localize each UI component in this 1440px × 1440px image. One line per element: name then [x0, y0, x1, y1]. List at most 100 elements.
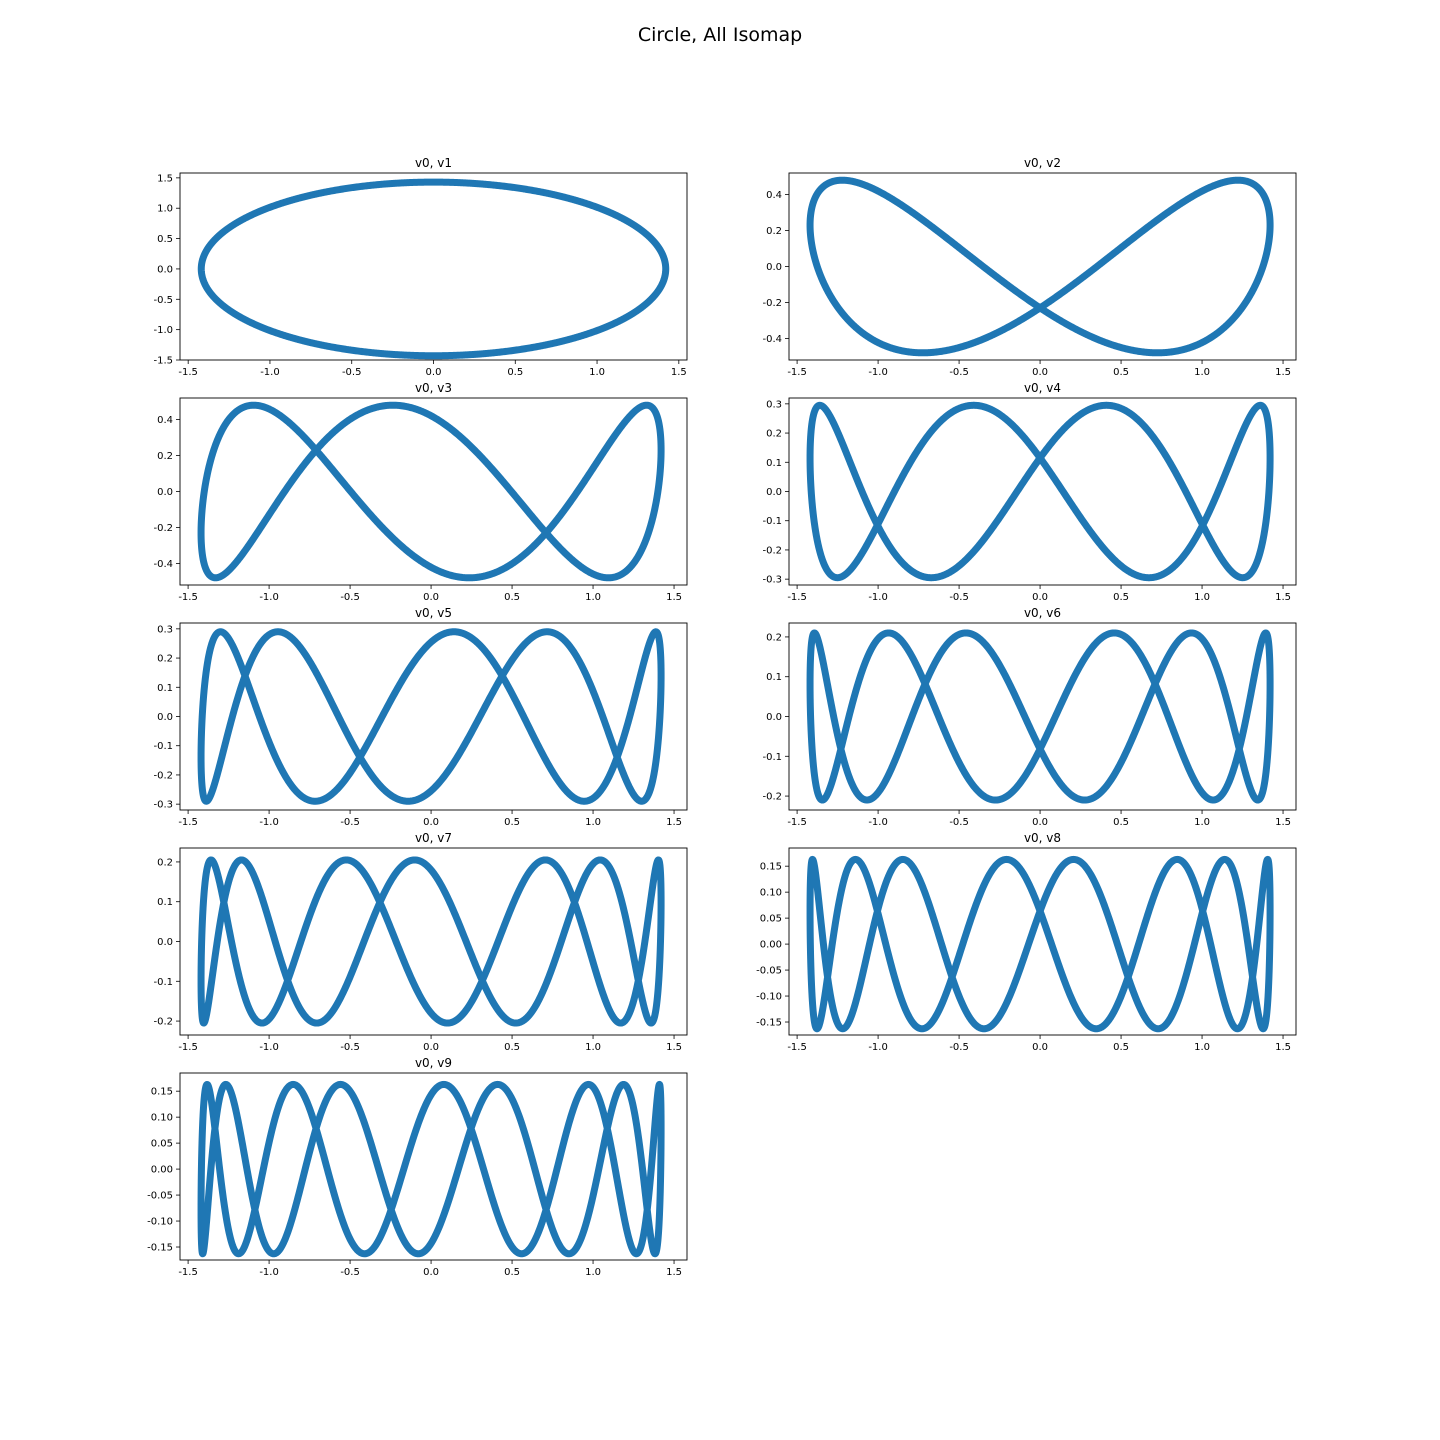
x-tick-label: 0.0 [1032, 592, 1048, 603]
y-tick-label: -0.1 [153, 741, 173, 752]
x-tick-label: 1.0 [1194, 817, 1210, 828]
y-tick-label: -0.10 [147, 1217, 173, 1228]
y-tick-label: 0.5 [157, 234, 173, 245]
x-tick-label: -0.5 [340, 817, 360, 828]
y-tick-label: -0.3 [153, 800, 173, 811]
x-tick-label: 0.0 [423, 817, 439, 828]
y-tick-label: 0.1 [157, 683, 173, 694]
x-tick-label: 1.5 [1275, 1042, 1291, 1053]
x-tick-label: -0.5 [342, 367, 362, 378]
y-tick-label: 0.15 [760, 862, 782, 873]
x-tick-label: 0.0 [1032, 367, 1048, 378]
x-tick-label: 1.5 [671, 367, 687, 378]
series-points [197, 401, 665, 582]
y-tick-label: 0.0 [157, 712, 173, 723]
y-tick-label: -0.10 [756, 992, 782, 1003]
y-tick-label: 0.2 [157, 654, 173, 665]
y-tick-label: 0.00 [151, 1165, 173, 1176]
y-tick-label: -0.05 [756, 966, 782, 977]
subplot-9: v0, v9 -1.5 -1.0 -0.5 0.0 0.5 1.0 1.5 -0.15 -0.10… [147, 1056, 688, 1278]
y-tick-label: -0.1 [762, 752, 782, 763]
subplot-title: v0, v9 [415, 1056, 452, 1070]
subplot-title: v0, v5 [415, 606, 452, 620]
y-tick-label: 0.1 [766, 458, 782, 469]
y-tick-label: 0.4 [766, 190, 782, 201]
x-tick-label: 1.0 [585, 1267, 601, 1278]
x-tick-label: 1.0 [1194, 592, 1210, 603]
x-tick-label: -1.0 [259, 592, 279, 603]
y-tick-label: 0.0 [157, 264, 173, 275]
axes-frame [788, 847, 1297, 1036]
y-tick-label: -0.15 [756, 1018, 782, 1029]
subplot-title: v0, v4 [1024, 381, 1061, 395]
x-tick-label: -1.5 [787, 817, 807, 828]
x-tick-label: -1.0 [868, 367, 888, 378]
y-tick-label: 1.0 [157, 204, 173, 215]
subplot-title: v0, v7 [415, 831, 452, 845]
x-tick-label: 0.5 [1113, 1042, 1129, 1053]
x-tick-label: 1.5 [666, 817, 682, 828]
series-points [197, 1080, 665, 1258]
x-tick-label: -1.5 [787, 1042, 807, 1053]
y-tick-label: -1.5 [153, 356, 173, 367]
x-tick-label: -1.5 [178, 592, 198, 603]
x-tick-label: -1.5 [178, 1042, 198, 1053]
x-tick-label: -1.0 [868, 1042, 888, 1053]
subplot-8: v0, v8 -1.5 -1.0 -0.5 0.0 0.5 1.0 1.5 -0.15 -0.10… [756, 831, 1297, 1053]
subplot-title: v0, v2 [1024, 156, 1061, 170]
x-tick-label: -1.5 [178, 1267, 198, 1278]
y-tick-label: -0.05 [147, 1191, 173, 1202]
y-tick-label: 0.3 [157, 624, 173, 635]
y-tick-label: 0.10 [760, 888, 782, 899]
x-tick-label: 1.0 [1194, 1042, 1210, 1053]
series-points [806, 176, 1274, 357]
x-tick-label: -1.0 [259, 817, 279, 828]
series-points [197, 628, 665, 805]
x-tick-label: 0.5 [504, 1267, 520, 1278]
y-tick-label: 0.15 [151, 1087, 173, 1098]
y-tick-label: 0.05 [760, 914, 782, 925]
x-tick-label: 1.5 [1275, 592, 1291, 603]
x-tick-label: -0.5 [340, 1267, 360, 1278]
y-tick-label: -0.2 [153, 523, 173, 534]
subplot-title: v0, v1 [415, 156, 452, 170]
x-tick-label: 0.0 [423, 1267, 439, 1278]
y-tick-label: 0.4 [157, 415, 173, 426]
y-tick-label: 0.2 [766, 226, 782, 237]
x-tick-label: 1.0 [585, 592, 601, 603]
subplot-3: v0, v3 -1.5 -1.0 -0.5 0.0 0.5 1.0 1.5 -0.4 -0.2 0.… [153, 381, 688, 603]
subplot-2: v0, v2 -1.5 -1.0 -0.5 0.0 0.5 1.0 1.5 -0.4 -0.2 0.… [762, 156, 1297, 378]
subplot-5: v0, v5 -1.5 -1.0 -0.5 0.0 0.5 1.0 1.5 -0.3 -0.2 -0… [153, 606, 688, 828]
x-tick-label: 1.0 [585, 817, 601, 828]
y-tick-label: 0.0 [766, 487, 782, 498]
x-tick-label: 1.0 [585, 1042, 601, 1053]
x-tick-label: -1.0 [259, 1042, 279, 1053]
x-tick-label: -0.5 [949, 1042, 969, 1053]
x-tick-label: -1.0 [868, 592, 888, 603]
x-tick-label: 0.5 [504, 1042, 520, 1053]
y-tick-label: -0.2 [762, 792, 782, 803]
x-tick-label: 1.5 [1275, 817, 1291, 828]
x-tick-label: -1.5 [787, 367, 807, 378]
y-tick-label: -0.15 [147, 1243, 173, 1254]
y-tick-label: -0.2 [762, 545, 782, 556]
y-tick-label: 0.2 [157, 857, 173, 868]
x-tick-label: -0.5 [949, 592, 969, 603]
x-tick-label: -1.5 [178, 817, 198, 828]
x-tick-label: 0.5 [1113, 817, 1129, 828]
x-tick-label: -1.5 [178, 367, 198, 378]
x-tick-label: 0.0 [1032, 817, 1048, 828]
y-tick-label: 0.10 [151, 1113, 173, 1124]
y-tick-label: 0.0 [766, 262, 782, 273]
x-tick-label: -1.0 [259, 1267, 279, 1278]
y-tick-label: 1.5 [157, 173, 173, 184]
y-tick-label: 0.00 [760, 940, 782, 951]
x-tick-label: 1.5 [666, 592, 682, 603]
y-tick-label: -0.4 [153, 559, 173, 570]
y-tick-label: 0.2 [766, 429, 782, 440]
y-tick-label: 0.05 [151, 1139, 173, 1150]
x-tick-label: 0.0 [1032, 1042, 1048, 1053]
x-tick-label: 1.5 [666, 1267, 682, 1278]
subplot-6: v0, v6 -1.5 -1.0 -0.5 0.0 0.5 1.0 1.5 -0.2 -0.1 0.… [762, 606, 1297, 828]
